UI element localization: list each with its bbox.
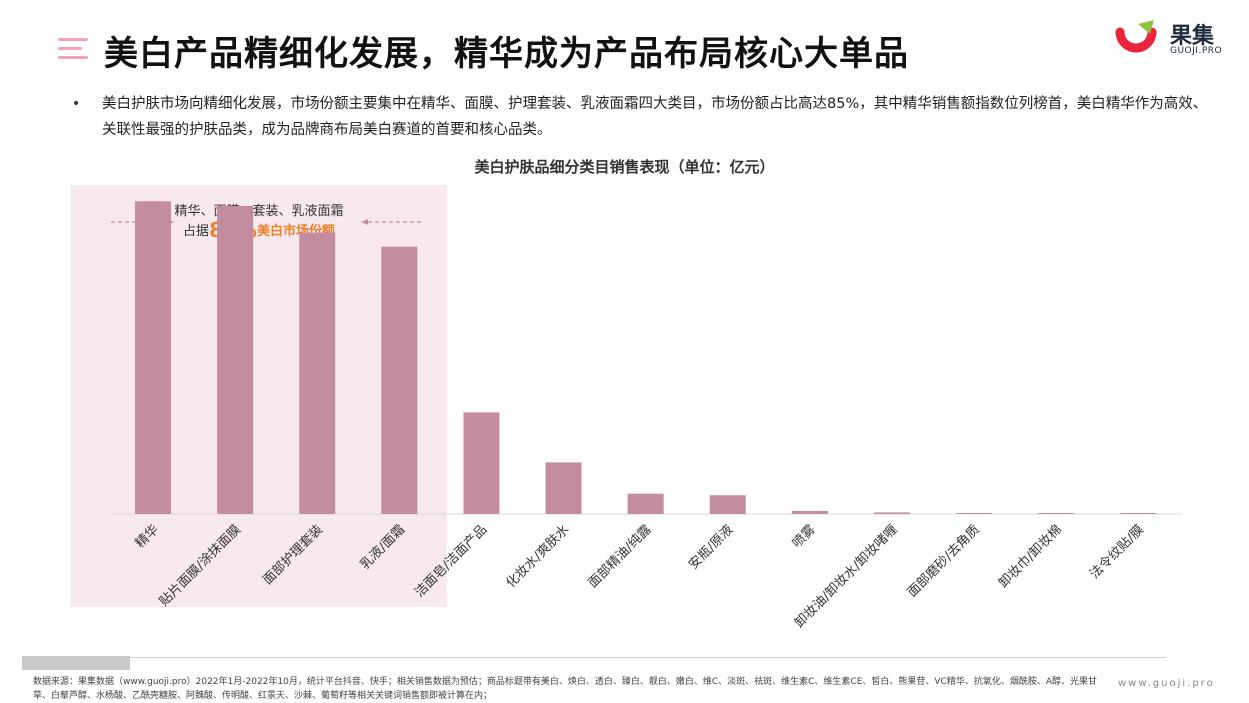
bar [627,493,664,514]
x-tick-label: 洁面皂/洁面产品 [412,522,490,600]
x-tick-label: 面部护理套装 [260,522,326,588]
title-decoration-icon [58,38,92,62]
site-url: www.guoji.pro [1118,678,1215,689]
bar [135,201,172,515]
data-source-note: 数据来源：果集数据（www.guoji.pro）2022年1月-2022年10月… [33,677,1098,701]
arrow-left-icon [361,219,424,225]
bar [217,205,254,515]
x-tick-label: 面部磨砂/去角质 [905,522,983,600]
logo-mark-icon [1115,20,1157,53]
callout-prefix: 占据 [183,224,210,239]
bar [873,512,910,514]
summary-text: 美白护肤市场向精细化发展，市场份额主要集中在精华、面膜、护理套装、乳液面霜四大类… [102,96,1208,138]
logo-subtitle: GUOJI.PRO [1170,46,1223,56]
footer-divider [22,657,1166,670]
callout-categories: 精华、面膜、套装、乳液面霜 [174,204,344,219]
x-tick-label: 法令纹贴/膜 [1087,522,1147,582]
bullet-icon: • [72,96,81,112]
x-tick-label: 精华 [133,522,162,551]
bar [791,510,828,514]
x-tick-label: 面部精油/纯露 [586,522,655,591]
x-tick-label: 喷雾 [790,522,819,551]
brand-logo: 果集 GUOJI.PRO [1114,18,1234,62]
bar [299,232,336,514]
bar [709,495,746,514]
bar [381,246,418,515]
x-tick-label: 卸妆巾/卸妆棉 [995,522,1065,592]
x-tick-label: 乳液/面霜 [358,522,408,572]
x-tick-label: 安瓶/原液 [686,522,736,572]
logo-name: 果集 [1170,24,1215,49]
bar [1038,513,1075,514]
bar [1120,513,1157,514]
bar [545,462,582,514]
page-title: 美白产品精细化发展，精华成为产品布局核心大单品 [104,34,909,74]
footer-accent-bar [22,656,130,670]
bar [463,412,500,514]
chart-title: 美白护肤品细分类目销售表现（单位：亿元） [474,158,775,176]
x-tick-label: 化妆水/爽肤水 [504,522,573,591]
x-tick-label: 贴片面膜/涂抹面膜 [156,522,244,610]
bar [956,513,993,514]
